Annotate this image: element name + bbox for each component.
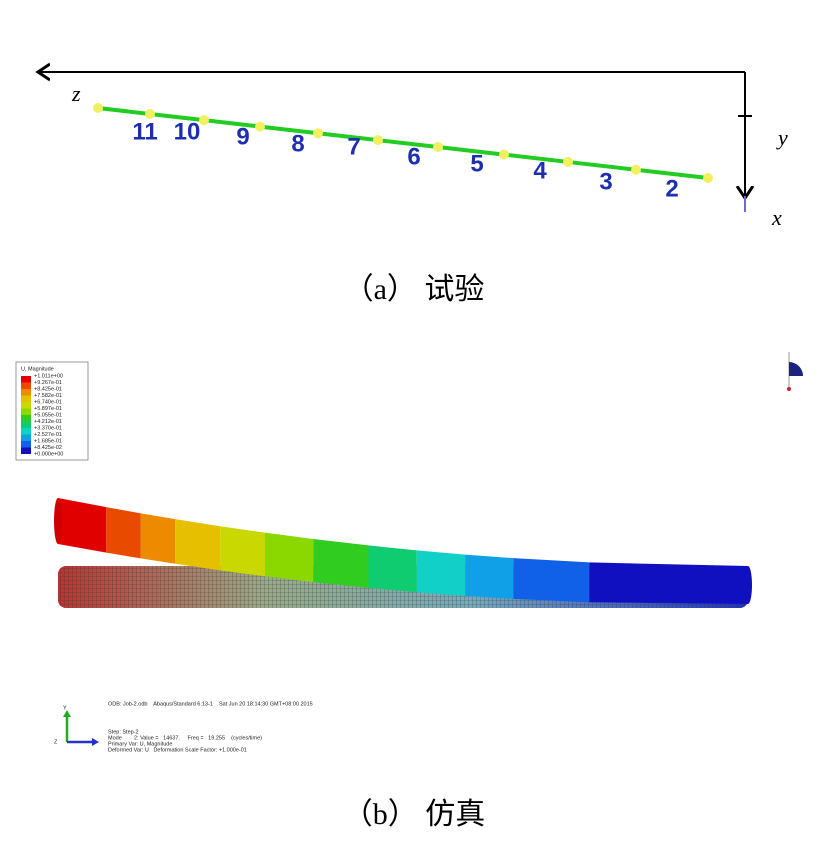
legend-value: +8.425e-01 xyxy=(34,386,62,392)
legend-swatch xyxy=(21,415,31,422)
top-triad xyxy=(787,352,803,391)
beam-segment xyxy=(220,526,265,577)
beam-segment xyxy=(313,539,369,588)
beam-segment xyxy=(175,519,221,571)
legend-value: +5.055e-01 xyxy=(34,412,62,418)
beam-segment xyxy=(106,507,141,559)
caption-b: （b） 仿真 xyxy=(343,798,486,831)
legend-swatch xyxy=(21,447,31,454)
info: ODB: Job-2.odb Abaqus/Standard 6.13-1 Sa… xyxy=(108,701,313,753)
beam-segment xyxy=(465,554,514,599)
point xyxy=(499,149,509,160)
legend-value: +4.212e-01 xyxy=(34,419,62,425)
info-line: Primary Var: U, Magnitude xyxy=(108,741,172,747)
point-label: 4 xyxy=(533,157,547,184)
caption-a: （a） 试验 xyxy=(344,273,485,306)
beam-segment xyxy=(58,498,107,553)
legend-swatch xyxy=(21,434,31,441)
legend-swatch xyxy=(21,376,31,383)
legend-swatch xyxy=(21,402,31,409)
legend-value: +3.370e-01 xyxy=(34,425,62,431)
info-line: Deformed Var: U Deformation Scale Factor… xyxy=(108,747,247,753)
triad-y: Y xyxy=(63,705,67,711)
legend-swatch xyxy=(21,421,31,428)
point-label: 10 xyxy=(174,118,201,145)
point xyxy=(145,108,155,119)
info-line: Step: Step-2 xyxy=(108,729,139,735)
legend-swatch xyxy=(21,441,31,448)
deformed-beam xyxy=(54,498,752,604)
point-label: 11 xyxy=(132,118,157,145)
point xyxy=(433,142,443,153)
info-line: ODB: Job-2.odb Abaqus/Standard 6.13-1 Sa… xyxy=(108,701,313,707)
legend-value: +1.685e-01 xyxy=(34,438,62,444)
info-line: Mode 2: Value = 14637. Freq = 19.255 (cy… xyxy=(108,735,262,741)
legend-swatch xyxy=(21,408,31,415)
legend-value: +0.000e+00 xyxy=(34,451,63,457)
point xyxy=(255,121,265,132)
point-label: 8 xyxy=(291,130,304,157)
triad-z: Z xyxy=(54,739,58,745)
point-label: 6 xyxy=(407,143,420,170)
point xyxy=(563,156,573,167)
panel-b: U, Magnitude +1.011e+00+9.267e-01+8.425e… xyxy=(15,352,803,831)
beam-segment xyxy=(140,513,176,564)
legend-value: +8.425e-02 xyxy=(34,445,62,451)
bottom-triad: Y Z xyxy=(54,705,99,746)
point xyxy=(373,135,383,146)
beam-segment xyxy=(368,545,417,593)
beam-segment xyxy=(513,558,590,603)
legend-value: +2.527e-01 xyxy=(34,432,62,438)
beam-segment xyxy=(416,550,466,596)
point xyxy=(703,173,713,183)
beam-segment xyxy=(589,562,748,604)
point xyxy=(199,115,209,126)
point xyxy=(631,164,641,175)
point xyxy=(93,103,103,113)
panel-a: z y x 11 10 9 8 7 6 5 4 3 2 （a） 试验 xyxy=(40,72,788,306)
point xyxy=(313,128,323,139)
legend-value: +7.582e-01 xyxy=(34,393,62,399)
point-label: 9 xyxy=(236,123,249,150)
point-label: 2 xyxy=(665,175,678,202)
legend-swatch xyxy=(21,382,31,389)
point-label: 3 xyxy=(599,168,612,195)
beam-end xyxy=(54,498,62,544)
legend-swatch xyxy=(21,428,31,435)
point-label: 7 xyxy=(347,133,360,160)
point-labels: 11 10 9 8 7 6 5 4 3 2 xyxy=(132,118,678,202)
x-label: x xyxy=(771,205,782,230)
legend-value: +9.267e-01 xyxy=(34,380,62,386)
beam-segment xyxy=(265,532,314,583)
z-label: z xyxy=(71,81,81,106)
beam-end xyxy=(744,566,752,604)
legend-value: +1.011e+00 xyxy=(34,373,63,379)
legend-value: +5.897e-01 xyxy=(34,406,62,412)
points xyxy=(93,103,713,183)
legend-swatch xyxy=(21,389,31,396)
legend-value: +6.740e-01 xyxy=(34,399,62,405)
legend-title: U, Magnitude xyxy=(21,366,54,372)
legend: +1.011e+00+9.267e-01+8.425e-01+7.582e-01… xyxy=(21,373,63,457)
legend-swatch xyxy=(21,395,31,402)
y-label: y xyxy=(776,125,788,150)
point-label: 5 xyxy=(470,150,483,177)
